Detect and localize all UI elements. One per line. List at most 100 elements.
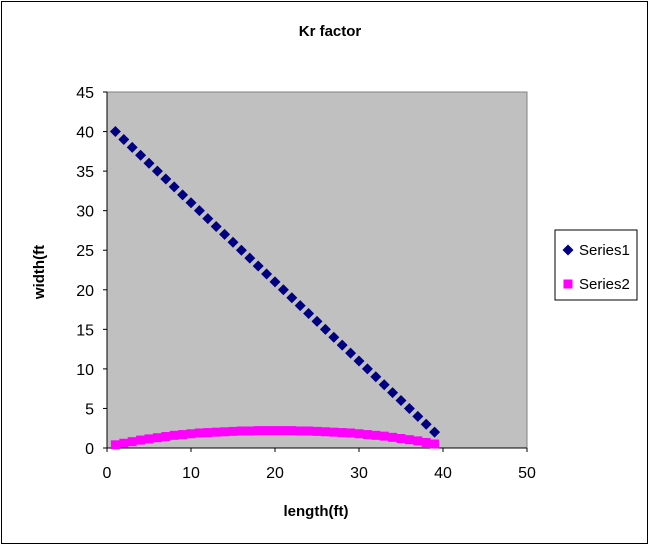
series-1-point [361,363,373,375]
series-1-point [420,418,432,430]
series-1-point [277,284,289,296]
series-2-point [379,431,389,441]
series-2-point [203,428,213,438]
series-1-point [261,268,273,280]
series-1-point [319,323,331,335]
series-2-point [270,426,280,436]
series-2-point [329,427,339,437]
series-2-point [388,432,398,442]
x-tick-label: 50 [518,465,536,482]
series-1-point [395,395,407,407]
series-1-point [403,402,415,414]
series-1-point [336,339,348,351]
y-tick-label: 30 [76,204,94,221]
series-2-point [404,435,414,445]
series-1-point [429,426,441,438]
series-2-point [295,426,305,436]
y-axis-title: width(ft [31,245,48,300]
series-2-point [211,427,221,437]
series-1-point [294,300,306,312]
series-1-point [160,173,172,185]
series-1-point [235,244,247,256]
series-1-point [311,315,323,327]
series-2-point [413,436,423,446]
series-2-point [287,426,297,436]
series-1-point [303,308,315,320]
series-2-point [253,426,263,436]
series-1-point [244,252,256,264]
series-2-point [169,430,179,440]
y-tick-label: 45 [76,85,94,102]
series-1-point [126,141,138,153]
y-tick-label: 20 [76,283,94,300]
y-tick-label: 0 [85,441,94,458]
series-2-point [119,438,129,448]
series-2-point [161,432,171,442]
series-1-point [185,197,197,209]
series-1-point [345,347,357,359]
series-2-point [186,429,196,439]
series-1-point [219,228,231,240]
series-1-point [269,276,281,288]
series-2-point [312,426,322,436]
series-2-point [236,426,246,436]
series-2-point [178,430,188,440]
series-2-point [228,426,238,436]
y-tick-label: 10 [76,362,94,379]
series-layer [109,126,441,450]
series-1-point [202,213,214,225]
series-2-point [354,429,364,439]
y-axis: 0 5 10 15 20 25 30 35 40 45 [76,85,108,458]
legend-marker-series-2 [563,279,573,289]
x-tick-label: 20 [266,465,284,482]
series-1-point [118,133,130,145]
series-2-point [262,426,272,436]
series-1-point [135,149,147,161]
series-1-point [143,157,155,169]
series-2-point [136,435,146,445]
x-tick-label: 40 [434,465,452,482]
y-tick-label: 15 [76,322,94,339]
legend-marker-series-1 [562,244,574,256]
series-1-point [328,331,340,343]
series-1 [109,126,441,438]
series-1-point [151,165,163,177]
legend-label-series-2: Series2 [579,276,630,293]
y-tick-label: 35 [76,164,94,181]
series-2 [110,426,440,450]
chart-title: Kr factor [299,23,362,40]
x-axis: 0 10 20 30 40 50 [103,447,536,482]
series-2-point [421,437,431,447]
series-2-point [430,439,440,449]
series-1-point [168,181,180,193]
x-axis-title: length(ft) [284,503,349,520]
series-1-point [387,387,399,399]
y-tick-label: 5 [85,401,94,418]
y-tick-label: 40 [76,125,94,142]
x-tick-label: 10 [182,465,200,482]
series-2-point [362,430,372,440]
series-2-point [396,434,406,444]
series-2-point [220,427,230,437]
series-2-point [110,440,120,450]
series-2-point [245,426,255,436]
series-1-point [353,355,365,367]
series-1-point [286,292,298,304]
series-1-point [193,205,205,217]
series-1-point [210,220,222,232]
series-1-point [227,236,239,248]
series-2-point [127,437,137,447]
series-2-point [304,426,314,436]
x-tick-label: 0 [103,465,112,482]
series-2-point [346,428,356,438]
series-2-point [320,427,330,437]
x-tick-label: 30 [350,465,368,482]
series-1-point [252,260,264,272]
series-1-point [109,126,121,138]
series-2-point [278,426,288,436]
legend-label-series-1: Series1 [579,242,630,259]
series-1-point [370,371,382,383]
legend: Series1 Series2 [554,229,638,301]
y-tick-label: 25 [76,243,94,260]
